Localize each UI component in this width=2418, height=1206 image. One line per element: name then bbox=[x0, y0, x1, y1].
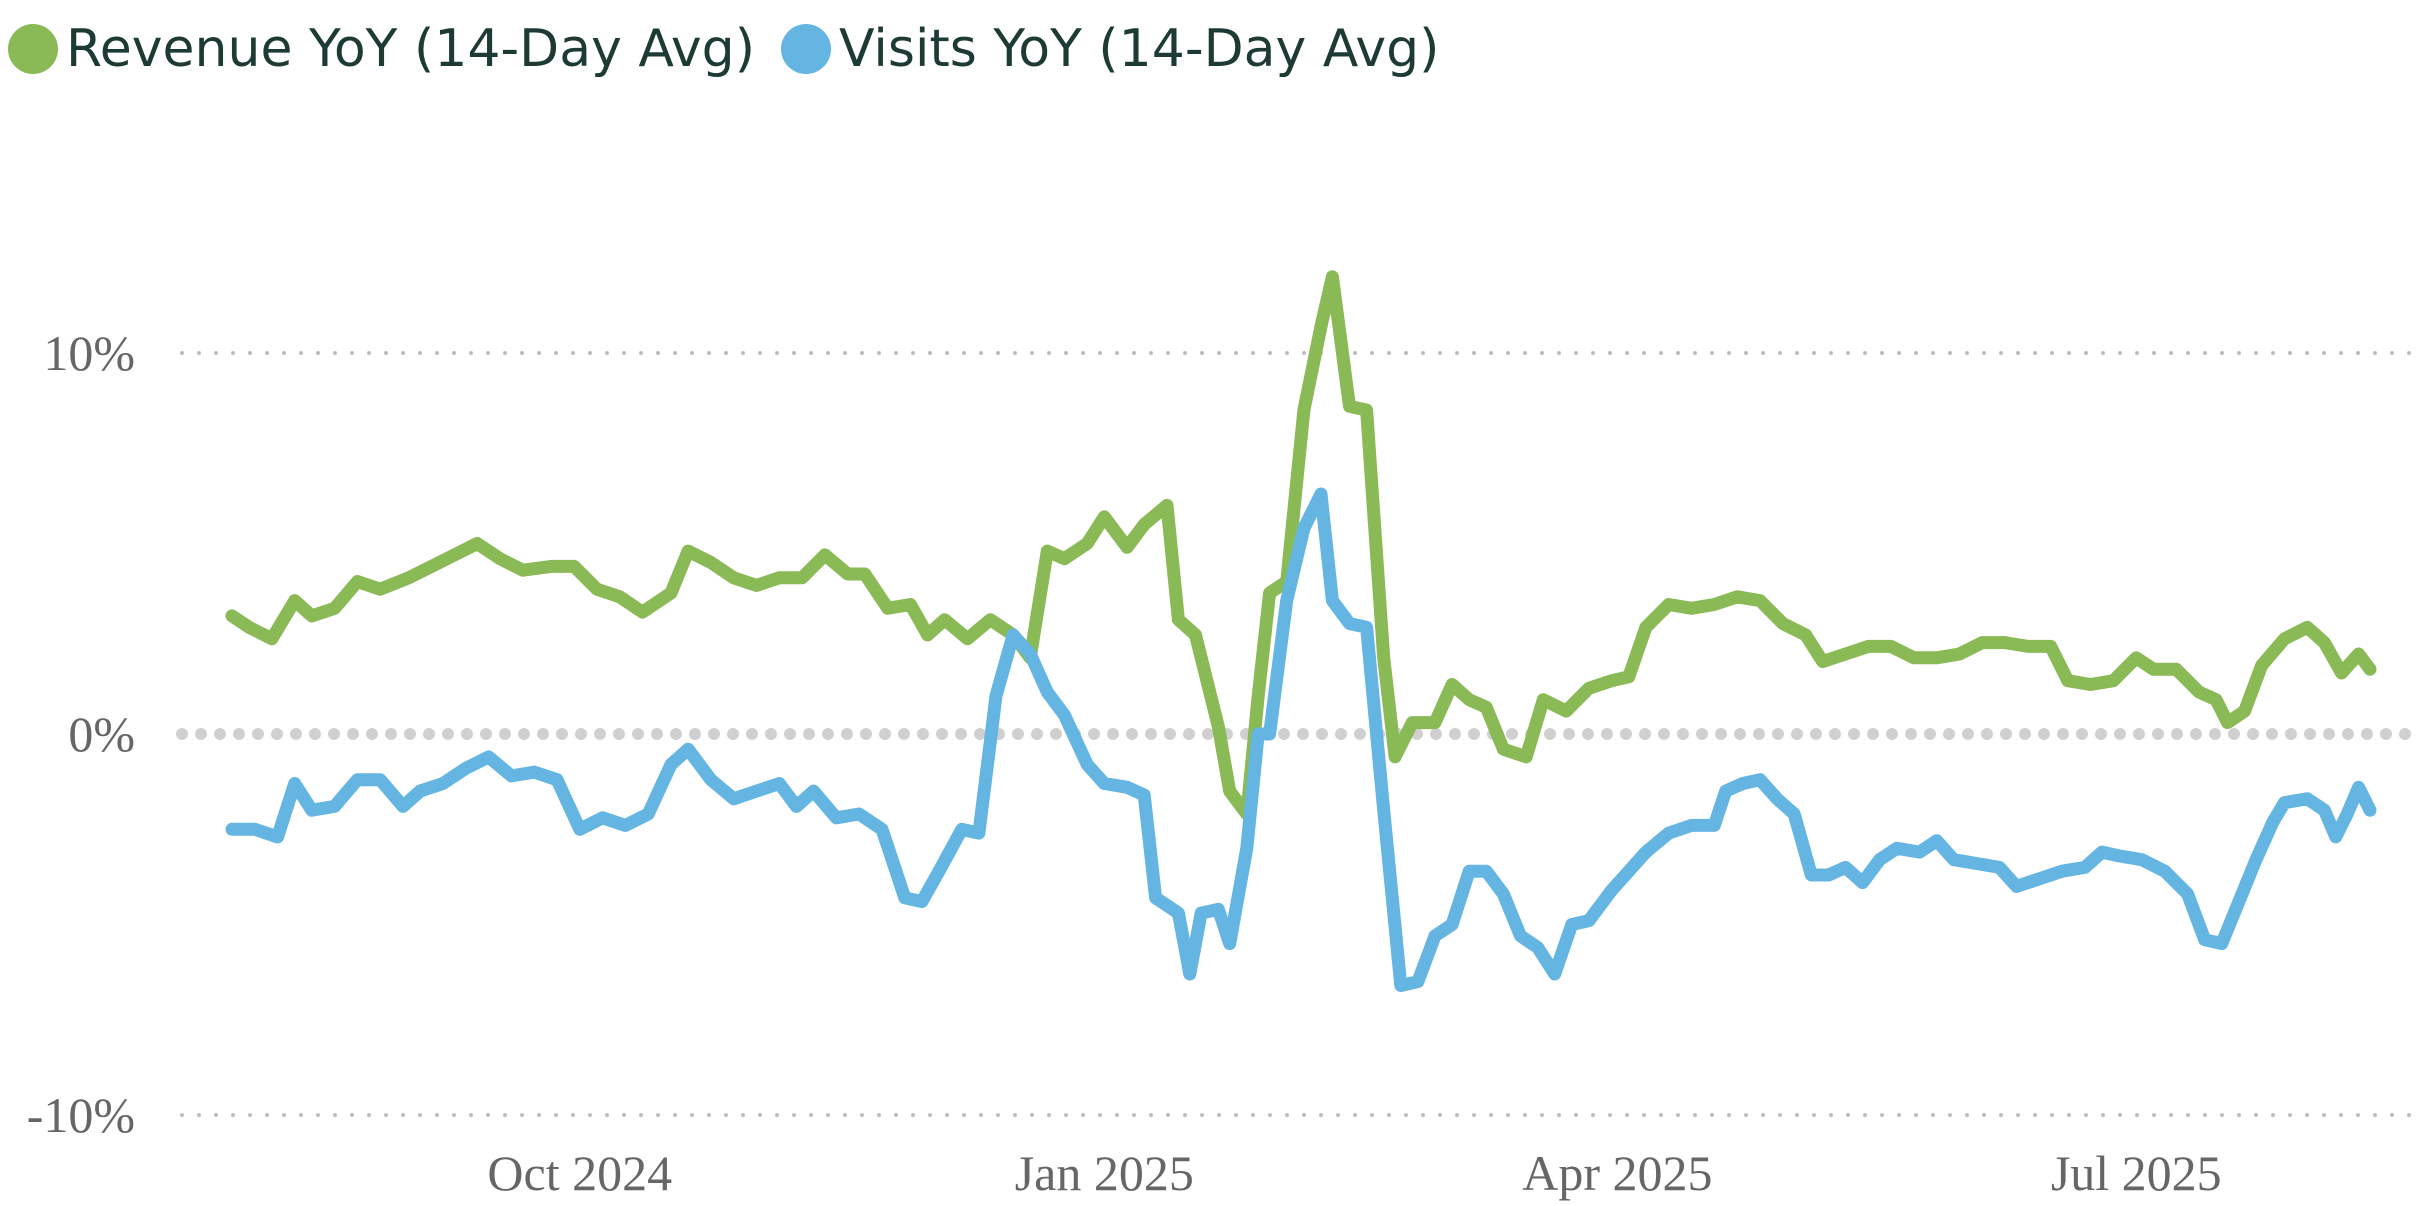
x-tick-label: Jul 2025 bbox=[2051, 1145, 2222, 1201]
gridlines bbox=[176, 351, 2416, 1117]
legend-label-revenue: Revenue YoY (14-Day Avg) bbox=[66, 19, 755, 79]
x-tick-label: Apr 2025 bbox=[1522, 1145, 1712, 1201]
legend-swatch-visits bbox=[780, 24, 831, 74]
x-axis-ticks: Oct 2024 Jan 2025 Apr 2025 Jul 2025 bbox=[487, 1145, 2221, 1201]
legend-item-revenue[interactable]: Revenue YoY (14-Day Avg) bbox=[8, 19, 755, 79]
chart-legend: Revenue YoY (14-Day Avg) Visits YoY (14-… bbox=[8, 14, 1439, 84]
legend-label-visits: Visits YoY (14-Day Avg) bbox=[838, 19, 1440, 79]
legend-swatch-revenue bbox=[8, 24, 58, 74]
y-tick-label: -10% bbox=[27, 1087, 135, 1143]
y-tick-label: 0% bbox=[68, 706, 135, 762]
revenue-yoy-line bbox=[225, 270, 2377, 821]
series-lines bbox=[225, 270, 2377, 992]
y-axis-ticks: 10% 0% -10% bbox=[27, 325, 135, 1143]
visits-yoy-line bbox=[225, 487, 2377, 992]
y-tick-label: 10% bbox=[43, 325, 135, 381]
legend-item-visits[interactable]: Visits YoY (14-Day Avg) bbox=[780, 19, 1440, 79]
x-tick-label: Oct 2024 bbox=[487, 1145, 672, 1201]
x-tick-label: Jan 2025 bbox=[1015, 1145, 1194, 1201]
